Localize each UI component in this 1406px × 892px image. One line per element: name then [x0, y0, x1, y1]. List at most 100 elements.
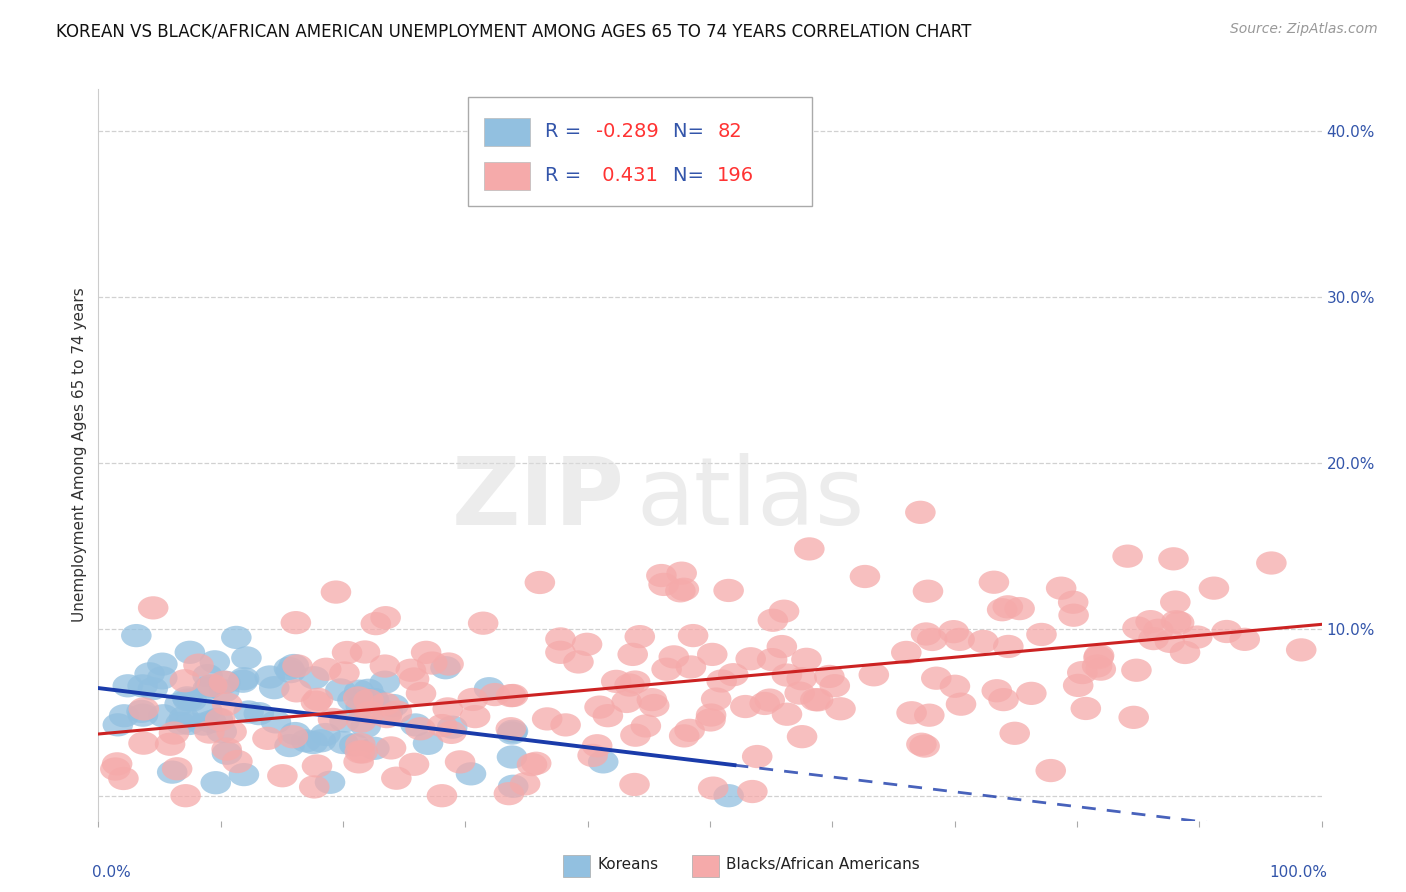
- Ellipse shape: [630, 714, 661, 738]
- Ellipse shape: [370, 692, 401, 715]
- Ellipse shape: [329, 661, 360, 685]
- Ellipse shape: [370, 606, 401, 630]
- Ellipse shape: [162, 757, 193, 780]
- Ellipse shape: [713, 579, 744, 602]
- Ellipse shape: [1159, 547, 1188, 571]
- Ellipse shape: [1199, 576, 1229, 599]
- Ellipse shape: [346, 709, 377, 733]
- Ellipse shape: [359, 737, 389, 760]
- Text: 100.0%: 100.0%: [1270, 864, 1327, 880]
- Ellipse shape: [981, 679, 1012, 702]
- Ellipse shape: [849, 565, 880, 588]
- Ellipse shape: [905, 732, 936, 756]
- Ellipse shape: [212, 741, 242, 764]
- Ellipse shape: [546, 640, 575, 664]
- Ellipse shape: [588, 750, 619, 773]
- Ellipse shape: [706, 669, 737, 693]
- Ellipse shape: [912, 580, 943, 603]
- Ellipse shape: [426, 784, 457, 807]
- Ellipse shape: [921, 666, 952, 690]
- Ellipse shape: [298, 731, 328, 754]
- Ellipse shape: [1063, 673, 1094, 697]
- Ellipse shape: [243, 702, 274, 725]
- Ellipse shape: [1139, 627, 1168, 650]
- Ellipse shape: [350, 714, 381, 739]
- Ellipse shape: [1229, 628, 1260, 651]
- Ellipse shape: [917, 628, 948, 651]
- Ellipse shape: [170, 784, 201, 807]
- Text: 196: 196: [717, 166, 755, 185]
- Ellipse shape: [370, 655, 401, 678]
- Ellipse shape: [769, 599, 800, 623]
- Ellipse shape: [700, 688, 731, 711]
- Ellipse shape: [786, 667, 817, 690]
- Ellipse shape: [1256, 551, 1286, 574]
- Ellipse shape: [498, 720, 529, 743]
- Ellipse shape: [474, 677, 505, 700]
- Ellipse shape: [169, 706, 200, 729]
- Ellipse shape: [787, 725, 817, 748]
- Ellipse shape: [820, 674, 851, 698]
- Ellipse shape: [585, 696, 614, 719]
- Ellipse shape: [211, 738, 242, 761]
- Ellipse shape: [524, 571, 555, 594]
- Ellipse shape: [612, 690, 643, 713]
- Ellipse shape: [1182, 625, 1212, 648]
- Ellipse shape: [344, 733, 375, 756]
- Ellipse shape: [666, 562, 697, 585]
- Ellipse shape: [148, 653, 177, 676]
- Ellipse shape: [697, 643, 727, 666]
- Ellipse shape: [302, 688, 333, 711]
- Ellipse shape: [339, 733, 370, 756]
- Ellipse shape: [766, 635, 797, 658]
- Ellipse shape: [399, 667, 429, 690]
- Ellipse shape: [233, 700, 264, 723]
- Ellipse shape: [381, 700, 412, 723]
- Ellipse shape: [207, 720, 238, 743]
- Ellipse shape: [209, 680, 239, 703]
- Ellipse shape: [197, 673, 228, 697]
- Ellipse shape: [1170, 640, 1201, 665]
- Ellipse shape: [648, 573, 679, 596]
- Ellipse shape: [353, 689, 384, 712]
- Ellipse shape: [550, 714, 581, 737]
- Ellipse shape: [696, 704, 727, 727]
- Ellipse shape: [208, 671, 239, 694]
- Ellipse shape: [938, 620, 969, 643]
- FancyBboxPatch shape: [692, 855, 718, 877]
- Ellipse shape: [988, 688, 1019, 711]
- Ellipse shape: [1081, 655, 1112, 678]
- Ellipse shape: [758, 608, 789, 632]
- Text: N=: N=: [673, 166, 710, 185]
- Ellipse shape: [456, 762, 486, 786]
- Ellipse shape: [756, 648, 787, 672]
- Ellipse shape: [378, 694, 409, 717]
- Ellipse shape: [311, 657, 342, 681]
- Ellipse shape: [121, 624, 152, 648]
- Ellipse shape: [108, 704, 139, 727]
- Ellipse shape: [668, 578, 699, 601]
- Ellipse shape: [620, 723, 651, 747]
- Ellipse shape: [201, 771, 231, 795]
- Ellipse shape: [436, 721, 467, 744]
- Ellipse shape: [274, 734, 305, 757]
- Ellipse shape: [371, 705, 402, 728]
- Ellipse shape: [578, 744, 607, 767]
- Ellipse shape: [359, 689, 388, 712]
- Ellipse shape: [785, 681, 815, 705]
- Ellipse shape: [112, 674, 143, 698]
- Ellipse shape: [103, 714, 134, 737]
- Text: R =: R =: [546, 166, 588, 185]
- Ellipse shape: [194, 674, 225, 698]
- Ellipse shape: [328, 731, 359, 754]
- Ellipse shape: [302, 755, 332, 778]
- Ellipse shape: [437, 715, 468, 739]
- Text: Source: ZipAtlas.com: Source: ZipAtlas.com: [1230, 22, 1378, 37]
- Ellipse shape: [1161, 610, 1191, 633]
- Ellipse shape: [344, 740, 375, 764]
- Ellipse shape: [1085, 657, 1116, 681]
- Ellipse shape: [946, 692, 976, 715]
- Ellipse shape: [1046, 576, 1077, 599]
- Ellipse shape: [896, 701, 927, 724]
- Ellipse shape: [212, 692, 242, 715]
